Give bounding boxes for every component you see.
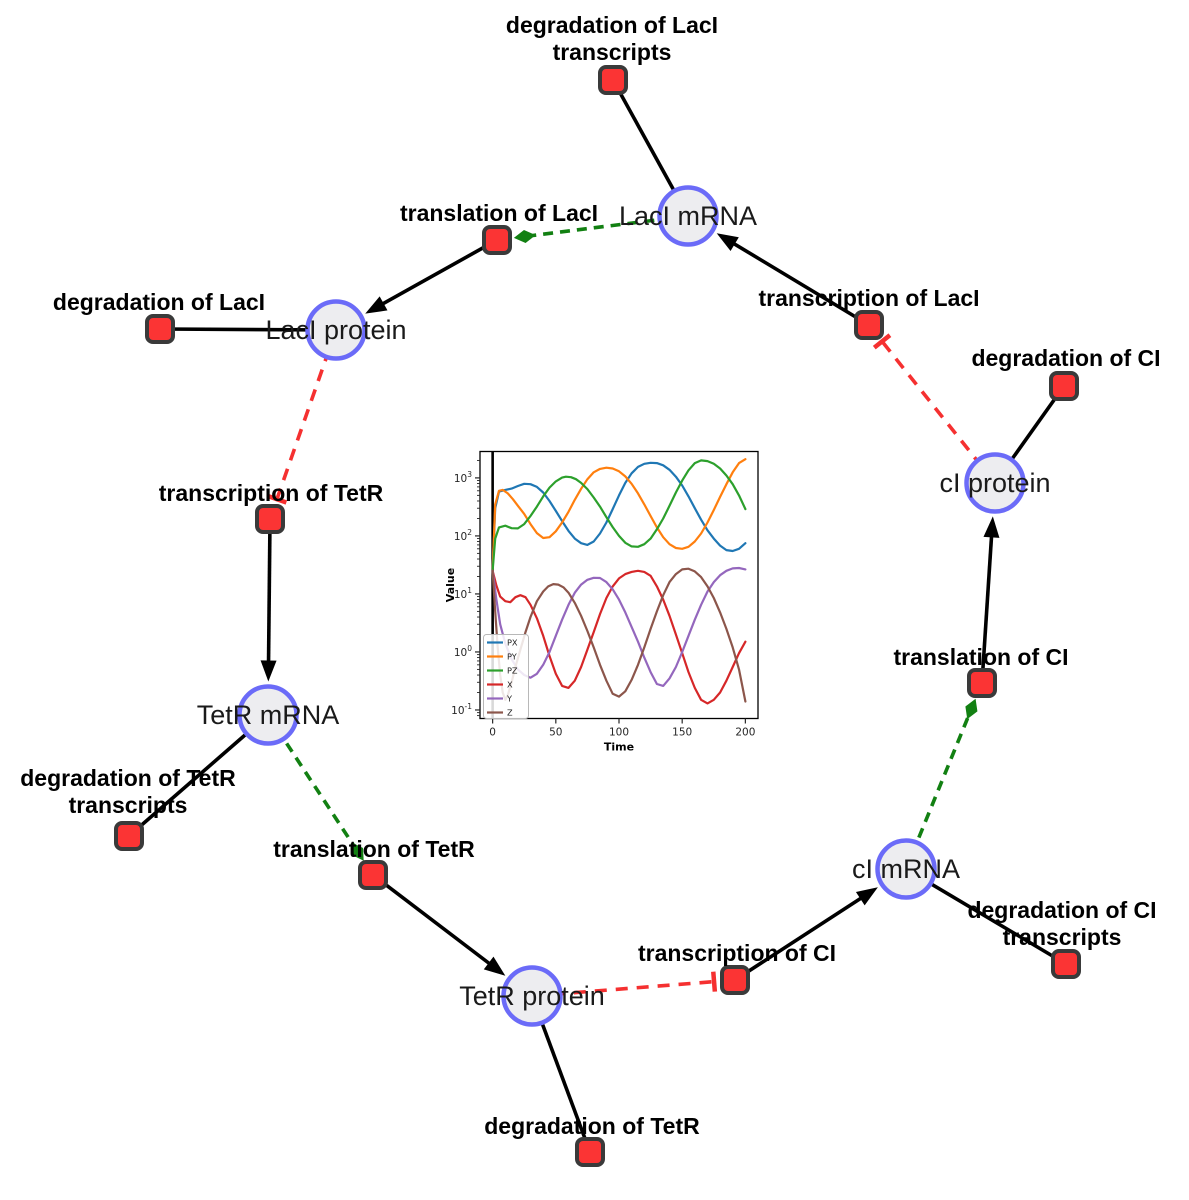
- product-edge-line: [377, 238, 498, 308]
- reaction-label-transcription_laci: transcription of LacI: [758, 285, 979, 311]
- series-X: [491, 569, 747, 705]
- reaction-label-deg_laci_transcripts: transcripts: [553, 39, 672, 65]
- edge-transcription_tetr-tetr_mrna: [260, 518, 277, 682]
- species-node-tetr_protein[interactable]: [501, 965, 563, 1027]
- reaction-label-deg_tetr_transcripts: degradation of TetR: [20, 765, 236, 791]
- y-tick-label: 100: [454, 644, 472, 659]
- reaction-label-deg_tetr: degradation of TetR: [484, 1113, 700, 1139]
- species-label-ci_protein: cI protein: [939, 468, 1050, 498]
- product-edge-line: [266, 518, 272, 667]
- reaction-node-translation_laci[interactable]: [482, 225, 512, 255]
- reaction-node-deg_laci[interactable]: [145, 314, 175, 344]
- arrowhead-icon: [483, 956, 506, 976]
- species-label-laci_mrna: LacI mRNA: [619, 201, 757, 231]
- reaction-node-transcription_laci[interactable]: [854, 310, 884, 340]
- legend-label-Z: Z: [507, 708, 513, 718]
- edge-translation_ci-ci_protein: [980, 516, 1000, 684]
- species-node-laci_mrna[interactable]: [657, 185, 719, 247]
- x-tick-label: 200: [735, 727, 755, 739]
- edge-ci_mrna-deg_ci_transcripts: [905, 867, 1067, 966]
- diamond-arrowhead-icon: [513, 230, 536, 243]
- tbar-inhibitor-icon: [266, 493, 288, 505]
- reaction-label-translation_laci: translation of LacI: [400, 200, 598, 226]
- edge-translation_laci-laci_protein: [365, 238, 498, 314]
- reaction-node-deg_ci_transcripts[interactable]: [1051, 949, 1081, 979]
- tbar-inhibitor-icon: [711, 971, 718, 992]
- x-tick-label: 150: [672, 727, 692, 739]
- reaction-node-translation_tetr[interactable]: [358, 860, 388, 890]
- series-Y: [491, 566, 747, 687]
- modifier-edge-line: [904, 715, 971, 870]
- product-edge-line: [371, 873, 495, 969]
- product-edge-line: [734, 893, 867, 982]
- tbar-inhibitor-icon: [872, 333, 892, 350]
- labels-layer: LacI mRNA LacI protein cI protein TetR mRNA…: [20, 12, 1160, 1139]
- species-node-tetr_mrna[interactable]: [237, 684, 299, 746]
- reaction-label-transcription_tetr: transcription of TetR: [159, 480, 384, 506]
- reaction-label-deg_tetr_transcripts: transcripts: [69, 792, 188, 818]
- x-tick-label: 50: [549, 727, 562, 739]
- y-tick-label: 102: [454, 528, 472, 543]
- y-tick-label: 103: [454, 470, 472, 485]
- diamond-arrowhead-icon: [965, 698, 978, 720]
- edge-ci_mrna-translation_ci: [904, 698, 978, 870]
- product-edge-line: [980, 531, 994, 684]
- reaction-label-deg_laci: degradation of LacI: [53, 289, 265, 315]
- edge-transcription_ci-ci_mrna: [734, 887, 878, 982]
- diamond-arrowhead-icon: [351, 842, 364, 861]
- series-PX: [491, 461, 747, 572]
- edge-transcription_laci-laci_mrna: [716, 233, 870, 327]
- species-node-ci_mrna[interactable]: [875, 838, 937, 900]
- product-edge-line: [728, 239, 870, 327]
- reaction-label-translation_tetr: translation of TetR: [273, 836, 475, 862]
- legend-box: [483, 634, 529, 719]
- reactant-edge-line: [905, 867, 1067, 966]
- arrowhead-icon: [855, 887, 878, 906]
- reaction-label-deg_ci_transcripts: transcripts: [1003, 924, 1122, 950]
- arrowhead-icon: [260, 660, 277, 682]
- reaction-label-deg_ci_transcripts: degradation of CI: [967, 897, 1156, 923]
- species-node-ci_protein[interactable]: [964, 452, 1026, 514]
- x-tick-label: 100: [609, 727, 629, 739]
- arrowhead-icon: [716, 233, 739, 251]
- reaction-node-transcription_ci[interactable]: [720, 965, 750, 995]
- x-axis-label: Time: [604, 741, 634, 754]
- legend-label-Y: Y: [506, 694, 513, 704]
- reaction-label-transcription_ci: transcription of CI: [638, 940, 836, 966]
- reaction-node-deg_laci_transcripts[interactable]: [598, 65, 628, 95]
- species-label-ci_mrna: cI mRNA: [852, 854, 960, 884]
- reaction-label-deg_laci_transcripts: degradation of LacI: [506, 12, 718, 38]
- species-node-laci_protein[interactable]: [305, 299, 367, 361]
- species-label-tetr_mrna: TetR mRNA: [197, 700, 340, 730]
- legend-label-PZ: PZ: [507, 666, 518, 676]
- reaction-node-deg_ci[interactable]: [1049, 371, 1079, 401]
- y-tick-label: 101: [454, 586, 472, 601]
- series-PY: [491, 458, 747, 572]
- arrowhead-icon: [365, 296, 388, 314]
- legend-label-PY: PY: [507, 652, 518, 662]
- reaction-node-transcription_tetr[interactable]: [255, 504, 285, 534]
- nodes-layer: [114, 65, 1081, 1167]
- species-label-tetr_protein: TetR protein: [459, 981, 605, 1011]
- reaction-label-translation_ci: translation of CI: [893, 644, 1068, 670]
- x-tick-label: 0: [489, 727, 496, 739]
- inset-chart: 10-1 100 101 102 103 0 50 100 150 200 Time Value PX P…: [444, 450, 759, 754]
- species-label-laci_protein: LacI protein: [265, 315, 406, 345]
- series-PZ: [491, 459, 747, 572]
- arrowhead-icon: [983, 516, 1000, 538]
- edge-translation_tetr-tetr_protein: [371, 873, 506, 976]
- reaction-node-deg_tetr_transcripts[interactable]: [114, 821, 144, 851]
- y-axis-label: Value: [444, 568, 457, 602]
- reaction-label-deg_ci: degradation of CI: [971, 345, 1160, 371]
- reaction-node-translation_ci[interactable]: [967, 668, 997, 698]
- legend-label-PX: PX: [507, 638, 518, 648]
- legend-label-X: X: [507, 680, 513, 690]
- reaction-node-deg_tetr[interactable]: [575, 1137, 605, 1167]
- y-tick-label: 10-1: [451, 702, 472, 717]
